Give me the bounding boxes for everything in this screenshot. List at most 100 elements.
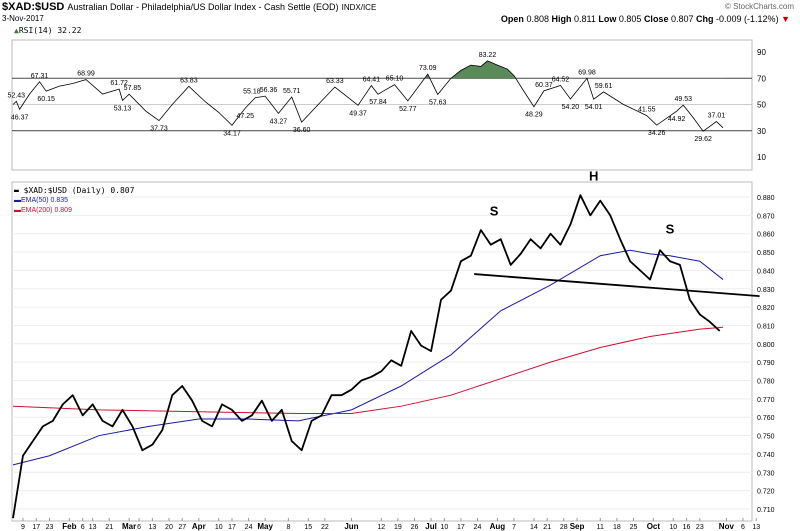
- open-label: Open: [500, 14, 524, 24]
- ohlc-summary: Open 0.808 High 0.811 Low 0.805 Close 0.…: [501, 14, 790, 24]
- price-tick-label: 0.780: [757, 379, 775, 386]
- description: Australian Dollar - Philadelphia/US Doll…: [67, 2, 339, 12]
- x-tick-label: 15: [304, 524, 312, 531]
- chg-value: -0.009 (-1.12%): [716, 14, 779, 24]
- rsi-value-label: 43.27: [270, 118, 288, 125]
- x-tick-label: 21: [543, 524, 551, 531]
- exchange: INDX/ICE: [341, 3, 377, 12]
- x-tick-label: 13: [148, 524, 156, 531]
- rsi-tick-label: 10: [757, 153, 766, 162]
- ema50-legend-swatch: ▬: [14, 197, 21, 204]
- rsi-value-label: 37.01: [708, 113, 726, 120]
- x-tick-label: Jul: [425, 522, 437, 531]
- rsi-value-label: 69.98: [578, 69, 596, 76]
- price-tick-label: 0.880: [757, 195, 775, 202]
- rsi-value-label: 54.20: [562, 104, 580, 111]
- price-title: $XAD:$USD (Daily) 0.807: [23, 186, 135, 195]
- x-tick-label: 11: [597, 524, 604, 531]
- rsi-value-label: 57.85: [124, 85, 142, 92]
- rsi-value-label: 48.29: [525, 112, 543, 119]
- x-tick-label: 19: [394, 524, 402, 531]
- pattern-annotation: S: [490, 203, 499, 218]
- price-tick-label: 0.860: [757, 232, 775, 239]
- rsi-value-label: 60.37: [535, 82, 553, 89]
- x-tick-label: 24: [245, 524, 253, 531]
- rsi-value-label: 61.72: [110, 80, 128, 87]
- rsi-value-label: 29.62: [694, 136, 712, 143]
- x-tick-label: 17: [32, 524, 40, 531]
- rsi-tick-label: 70: [757, 74, 766, 83]
- rsi-value-label: 64.41: [363, 77, 381, 84]
- x-tick-label: 10: [669, 524, 677, 531]
- symbol: $XAD:$USD: [2, 1, 65, 13]
- price-tick-label: 0.760: [757, 415, 775, 422]
- price-legend: ▬ $XAD:$USD (Daily) 0.807 ▬EMA(50) 0.835…: [14, 186, 134, 216]
- x-tick-label: Apr: [192, 522, 206, 531]
- price-line: [12, 194, 721, 519]
- rsi-tick-label: 50: [757, 101, 766, 110]
- rsi-value-label: 49.37: [349, 110, 367, 117]
- x-tick-label: Sep: [570, 522, 585, 531]
- rsi-value-label: 44.92: [668, 116, 686, 123]
- close-value: 0.807: [670, 14, 694, 24]
- x-tick-label: 6: [81, 524, 85, 531]
- x-tick-label: 17: [228, 524, 236, 531]
- price-panel: [11, 181, 753, 522]
- rsi-value-label: 57.63: [429, 99, 447, 106]
- rsi-value-label: 53.13: [114, 105, 132, 112]
- down-arrow-icon: ▼: [781, 14, 790, 24]
- x-tick-label: 25: [630, 524, 638, 531]
- x-tick-label: 23: [46, 524, 54, 531]
- x-tick-label: 28: [560, 524, 568, 531]
- rsi-chart-icon: ▲: [14, 26, 19, 35]
- price-tick-label: 0.740: [757, 452, 775, 459]
- rsi-value-label: 63.83: [180, 77, 198, 84]
- x-tick-label: 8: [286, 524, 290, 531]
- price-tick-label: 0.830: [757, 287, 775, 294]
- rsi-value-label: 73.09: [419, 65, 437, 72]
- price-tick-label: 0.710: [757, 507, 775, 514]
- rsi-legend: ▲RSI(14) 32.22: [14, 26, 81, 35]
- price-tick-label: 0.720: [757, 489, 775, 496]
- rsi-value-label: 56.36: [260, 87, 278, 94]
- open-value: 0.808: [526, 14, 549, 24]
- x-tick-label: Feb: [62, 522, 76, 531]
- x-tick-label: 10: [440, 524, 448, 531]
- x-tick-label: 13: [89, 524, 97, 531]
- x-tick-label: Aug: [490, 522, 506, 531]
- price-tick-label: 0.820: [757, 305, 775, 312]
- rsi-value-label: 59.61: [595, 83, 613, 90]
- rsi-value-label: 65.10: [386, 76, 404, 83]
- price-legend-swatch: ▬: [14, 186, 24, 195]
- price-tick-label: 0.850: [757, 250, 775, 257]
- x-tick-label: 20: [165, 524, 173, 531]
- x-tick-label: 24: [474, 524, 482, 531]
- x-tick-label: Mar: [122, 522, 136, 531]
- x-tick-label: Jun: [344, 522, 358, 531]
- ema50-legend: EMA(50) 0.835: [21, 197, 69, 204]
- rsi-value-label: 60.15: [37, 96, 55, 103]
- rsi-line: [12, 60, 724, 132]
- x-tick-label: 13: [752, 524, 760, 531]
- ema200-line: [12, 326, 724, 415]
- x-tick-label: 22: [321, 524, 329, 531]
- x-tick-label: 26: [411, 524, 419, 531]
- x-tick-label: 18: [613, 524, 621, 531]
- rsi-value-label: 36.60: [293, 127, 311, 134]
- price-tick-label: 0.750: [757, 434, 775, 441]
- rsi-value-label: 52.77: [399, 106, 417, 113]
- ema200-legend-swatch: ▬: [14, 207, 21, 214]
- x-tick-label: 12: [377, 524, 385, 531]
- x-tick-label: 14: [530, 524, 538, 531]
- price-tick-label: 0.870: [757, 213, 775, 220]
- rsi-value-label: 54.01: [585, 104, 603, 111]
- rsi-value-label: 49.53: [674, 96, 692, 103]
- rsi-title: RSI(14) 32.22: [18, 26, 82, 35]
- rsi-value-label: 41.55: [638, 107, 656, 114]
- rsi-value-label: 34.26: [648, 130, 666, 137]
- neckline: [474, 273, 760, 297]
- rsi-value-label: 37.73: [150, 126, 168, 133]
- chart-header: $XAD:$USD Australian Dollar - Philadelph…: [2, 1, 376, 13]
- rsi-value-label: 52.43: [8, 92, 26, 99]
